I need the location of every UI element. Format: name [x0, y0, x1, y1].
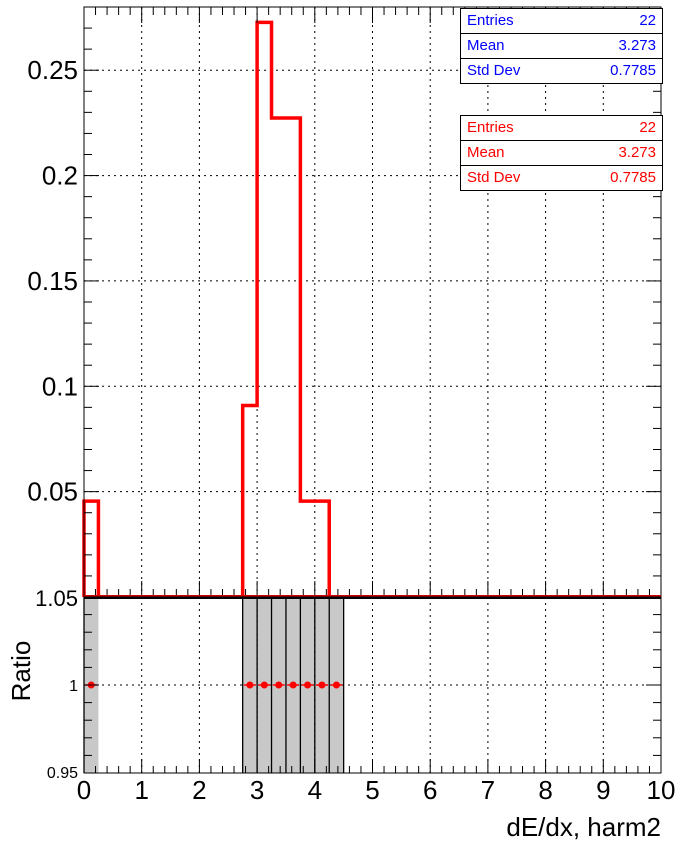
- x-axis-title: dE/dx, harm2: [506, 812, 661, 842]
- stats-label: Mean: [467, 144, 505, 161]
- stats-value: 0.7785: [610, 62, 656, 79]
- x-tick-label: 0: [77, 775, 91, 805]
- y-tick-label: 0.1: [42, 371, 78, 401]
- stats-row: Std Dev 0.7785: [461, 59, 662, 83]
- stats-row: Entries 22: [461, 9, 662, 34]
- stats-value: 22: [639, 12, 656, 29]
- stats-label: Std Dev: [467, 169, 521, 186]
- x-tick-label: 4: [308, 775, 322, 805]
- ratio-point: [289, 681, 297, 689]
- x-tick-label: 9: [596, 775, 610, 805]
- x-tick-label: 7: [481, 775, 495, 805]
- ratio-y-tick-label: 1: [69, 678, 78, 695]
- stats-row: Std Dev 0.7785: [461, 166, 662, 190]
- stats-label: Entries: [467, 119, 514, 136]
- stats-box-red: Entries 22 Mean 3.273 Std Dev 0.7785: [460, 115, 663, 191]
- ratio-point: [318, 681, 326, 689]
- y-tick-label: 0.15: [27, 266, 78, 296]
- stats-value: 0.7785: [610, 169, 656, 186]
- stats-value: 22: [639, 119, 656, 136]
- y-tick-label: 0.25: [27, 55, 78, 85]
- x-tick-label: 5: [365, 775, 379, 805]
- ratio-y-tick-label: 0.95: [47, 765, 78, 782]
- ratio-point: [246, 681, 254, 689]
- stats-row: Entries 22: [461, 116, 662, 141]
- x-tick-label: 1: [134, 775, 148, 805]
- ratio-point: [260, 681, 268, 689]
- x-tick-label: 3: [250, 775, 264, 805]
- stats-row: Mean 3.273: [461, 34, 662, 59]
- ratio-point: [275, 681, 283, 689]
- stats-value: 3.273: [618, 37, 656, 54]
- y-tick-label: 0.05: [27, 477, 78, 507]
- ratio-y-tick-label: 1.05: [35, 586, 78, 611]
- stats-label: Mean: [467, 37, 505, 54]
- x-tick-label: 2: [192, 775, 206, 805]
- ratio-panel: 0.95 1 1.05 0 1 2 3 4 5 6 7 8 9 10 Ratio dE/dx, harm2: [6, 586, 675, 842]
- stats-label: Std Dev: [467, 62, 521, 79]
- histogram-panel: 0.05 0.1 0.15 0.2 0.25: [27, 6, 662, 599]
- stats-row: Mean 3.273: [461, 141, 662, 166]
- stats-box-blue: Entries 22 Mean 3.273 Std Dev 0.7785: [460, 8, 663, 84]
- x-tick-label: 10: [647, 775, 676, 805]
- ratio-point: [332, 681, 340, 689]
- x-tick-label: 8: [538, 775, 552, 805]
- y-tick-label: 0.2: [42, 161, 78, 191]
- stats-value: 3.273: [618, 144, 656, 161]
- x-tick-label: 6: [423, 775, 437, 805]
- histogram-series-line: [82, 20, 661, 599]
- ratio-point: [304, 681, 312, 689]
- y-axis-title: Ratio: [6, 641, 36, 702]
- stats-label: Entries: [467, 12, 514, 29]
